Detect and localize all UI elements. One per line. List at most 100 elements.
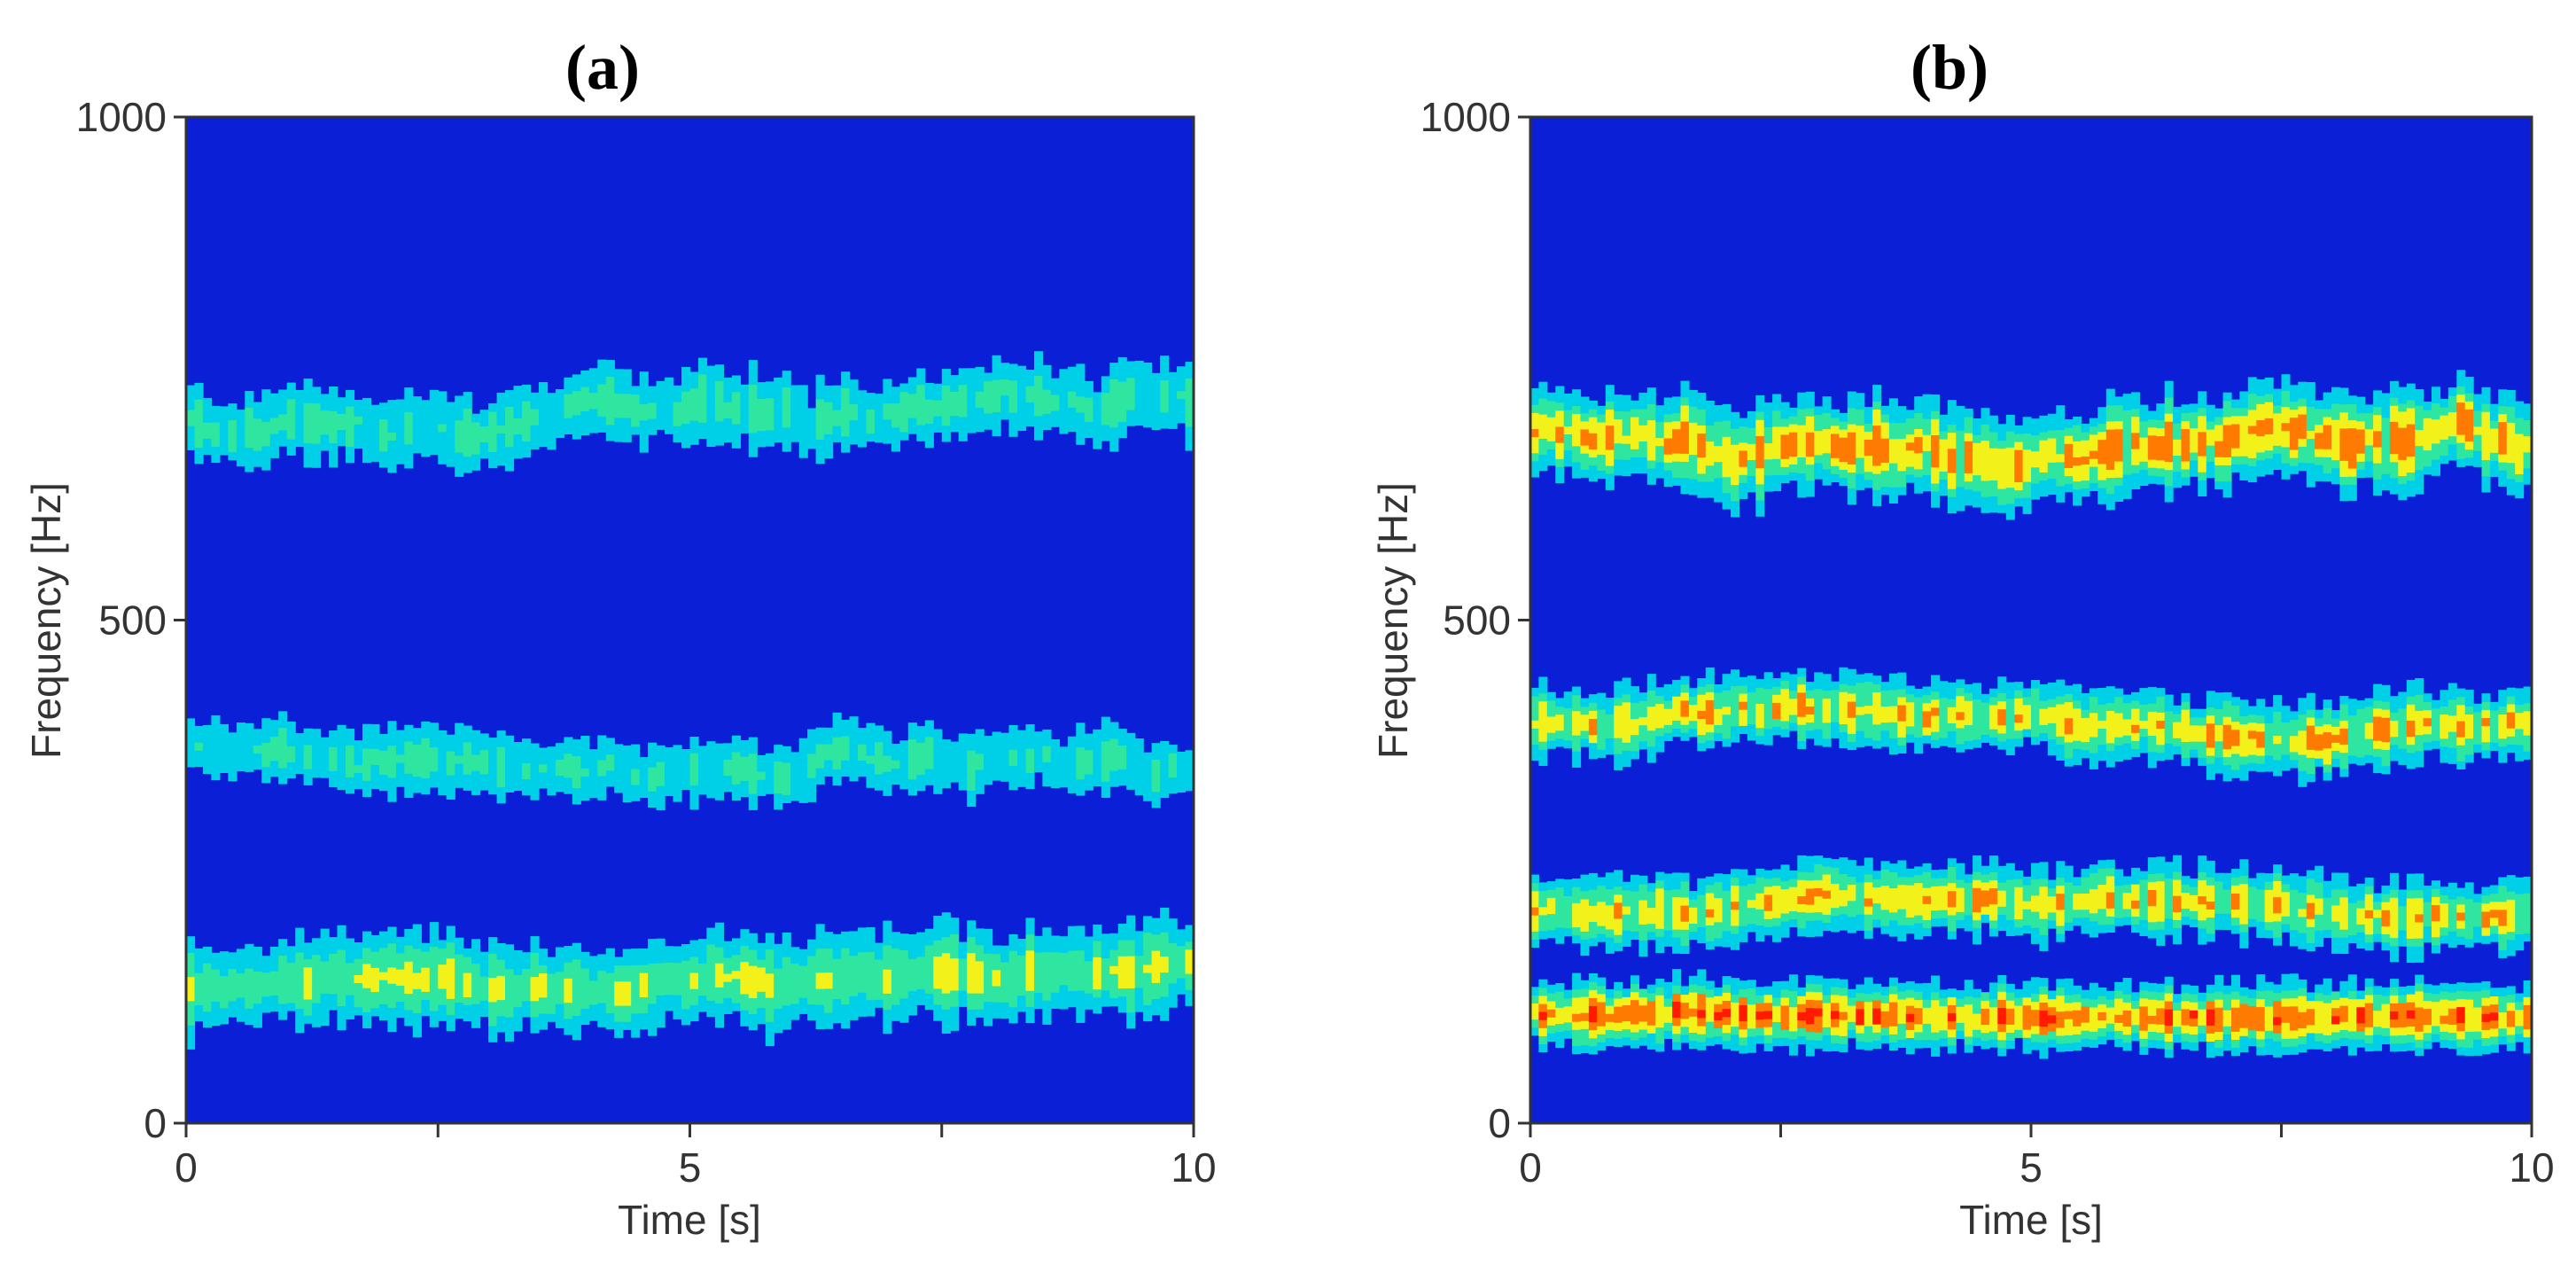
heatmap-cell [1067, 998, 1077, 1008]
heatmap-cell [555, 987, 564, 996]
heatmap-cell [1814, 879, 1824, 888]
heatmap-cell [395, 399, 405, 409]
heatmap-cell [815, 390, 825, 400]
heatmap-cell [1084, 389, 1093, 398]
heatmap-cell [2131, 1032, 2140, 1042]
heatmap-cell [530, 400, 540, 410]
heatmap-cell [2389, 913, 2399, 922]
heatmap-cell [539, 763, 549, 773]
heatmap-cell [2014, 886, 2024, 895]
heatmap-cell [2206, 984, 2215, 994]
heatmap-cell [899, 941, 909, 950]
heatmap-cell [1780, 1029, 1790, 1038]
heatmap-cell [790, 760, 800, 769]
heatmap-cell [1185, 441, 1195, 451]
heatmap-cell [513, 386, 523, 394]
heatmap-cell [312, 434, 322, 444]
heatmap-cell [815, 1004, 825, 1013]
heatmap-cell [631, 744, 641, 754]
heatmap-cell [354, 772, 363, 782]
heatmap-cell [2206, 1033, 2215, 1042]
heatmap-cell [2139, 1005, 2149, 1015]
heatmap-cell [1747, 988, 1756, 997]
heatmap-cell [2323, 986, 2332, 996]
heatmap-cell [1117, 405, 1127, 414]
heatmap-cell [824, 433, 834, 443]
heatmap-cell [790, 955, 800, 964]
heatmap-cell [539, 1004, 549, 1014]
heatmap-cell [1530, 1027, 1539, 1036]
heatmap-cell [689, 972, 699, 981]
heatmap-cell [1034, 407, 1044, 417]
heatmap-cell [1126, 740, 1136, 750]
heatmap-cell [580, 959, 590, 969]
heatmap-cell [1168, 412, 1178, 421]
heatmap-cell [1864, 857, 1873, 867]
heatmap-cell [1714, 873, 1724, 882]
heatmap-cell [1914, 999, 1924, 1009]
heatmap-cell [2339, 921, 2349, 930]
heatmap-cell [673, 1011, 682, 1019]
heatmap-cell [1997, 906, 2007, 915]
heatmap-cell [286, 746, 296, 754]
heatmap-cell [958, 400, 968, 410]
heatmap-cell [446, 426, 455, 435]
heatmap-cell [1981, 906, 1990, 915]
heatmap-cell [505, 1033, 515, 1042]
heatmap-cell [278, 995, 288, 1004]
heatmap-cell [639, 411, 649, 421]
heatmap-cell [488, 961, 498, 970]
heatmap-cell [2231, 909, 2240, 918]
heatmap-cell [622, 957, 632, 966]
heatmap-cell [395, 977, 405, 986]
heatmap-cell [648, 766, 658, 776]
heatmap-cell [875, 942, 884, 952]
heatmap-cell [346, 438, 355, 448]
heatmap-cell [2323, 929, 2332, 938]
heatmap-cell [1538, 1011, 1548, 1020]
heatmap-cell [698, 365, 708, 375]
heatmap-cell [673, 777, 682, 786]
heatmap-cell [1956, 990, 1965, 999]
heatmap-cell [2481, 1021, 2491, 1030]
heatmap-cell [378, 734, 388, 743]
heatmap-cell [1555, 902, 1565, 912]
heatmap-cell [438, 456, 447, 465]
heatmap-cell [1067, 974, 1077, 983]
heatmap-cell [320, 1017, 330, 1027]
heatmap-cell [1905, 877, 1915, 886]
heatmap-cell [1555, 1007, 1565, 1016]
heatmap-cell [714, 963, 724, 972]
heatmap-cell [1067, 941, 1077, 951]
heatmap-cell [2056, 901, 2066, 910]
heatmap-cell [354, 998, 363, 1008]
panel-a-y-axis-label: Frequency [Hz] [23, 482, 69, 759]
heatmap-cell [1638, 1004, 1648, 1014]
heatmap-cell [2081, 1005, 2090, 1015]
heatmap-cell [1160, 757, 1170, 766]
heatmap-cell [202, 946, 212, 956]
heatmap-cell [303, 982, 313, 992]
heatmap-cell [2506, 986, 2516, 996]
heatmap-cell [1931, 983, 1940, 993]
heatmap-cell [1067, 382, 1077, 392]
heatmap-cell [1663, 1006, 1673, 1015]
heatmap-cell [958, 765, 968, 775]
heatmap-cell [941, 1017, 951, 1026]
heatmap-cell [2164, 1041, 2174, 1050]
heatmap-cell [1580, 1028, 1590, 1037]
heatmap-cell [2222, 1034, 2232, 1042]
heatmap-cell [1572, 926, 1582, 936]
heatmap-cell [539, 747, 549, 757]
heatmap-cell [1672, 1025, 1682, 1035]
heatmap-cell [891, 434, 900, 444]
heatmap-cell [597, 408, 607, 417]
heatmap-cell [1117, 996, 1127, 1005]
heatmap-cell [1939, 989, 1949, 999]
heatmap-cell [605, 408, 615, 418]
heatmap-cell [1638, 1020, 1648, 1030]
heatmap-cell [1614, 1038, 1623, 1047]
heatmap-cell [807, 745, 817, 754]
heatmap-cell [471, 939, 481, 948]
heatmap-cell [1772, 901, 1782, 910]
